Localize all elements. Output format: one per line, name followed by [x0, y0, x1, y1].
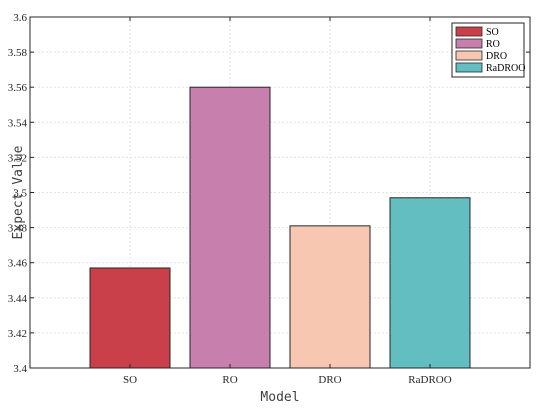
y-tick-label: 3.52: [8, 152, 27, 164]
legend-label: SO: [486, 27, 499, 38]
y-tick-label: 3.4: [13, 363, 27, 375]
y-tick-label: 3.56: [8, 82, 28, 94]
legend-swatch: [455, 26, 483, 37]
legend-label: DRO: [486, 51, 507, 62]
legend-swatch: [455, 50, 483, 61]
y-tick-label: 3.54: [8, 117, 28, 129]
bars-group: [89, 86, 471, 369]
y-tick-label: 3.58: [8, 47, 28, 59]
x-tick-label: DRO: [318, 374, 341, 386]
y-tick-label: 3.48: [8, 223, 28, 235]
y-tick-label: 3.42: [8, 328, 27, 340]
x-axis-ticks: SO RO DRO RaDROO: [123, 17, 452, 386]
y-axis-ticks: 3.4 3.42 3.44 3.46 3.48 3.5 3.52 3.54 3.56 3.58 3.…: [8, 12, 530, 375]
y-tick-label: 3.6: [13, 12, 27, 24]
y-tick-label: 3.44: [8, 293, 28, 305]
bar-radroo: [389, 197, 471, 369]
y-tick-label: 3.46: [8, 258, 28, 270]
x-tick-label: SO: [123, 374, 137, 386]
legend-swatch: [455, 38, 483, 49]
legend-label: RO: [486, 39, 500, 50]
bar-ro: [189, 86, 271, 369]
x-tick-label: RaDROO: [408, 374, 451, 386]
legend-swatch: [455, 62, 483, 73]
y-tick-label: 3.5: [13, 188, 27, 200]
bar-so: [89, 267, 171, 369]
legend-label: RaDROO: [486, 63, 525, 74]
x-tick-label: RO: [222, 374, 237, 386]
y-axis-label: Expect Value: [11, 145, 26, 239]
bar-dro: [289, 225, 371, 369]
x-axis-label: Model: [260, 390, 299, 405]
